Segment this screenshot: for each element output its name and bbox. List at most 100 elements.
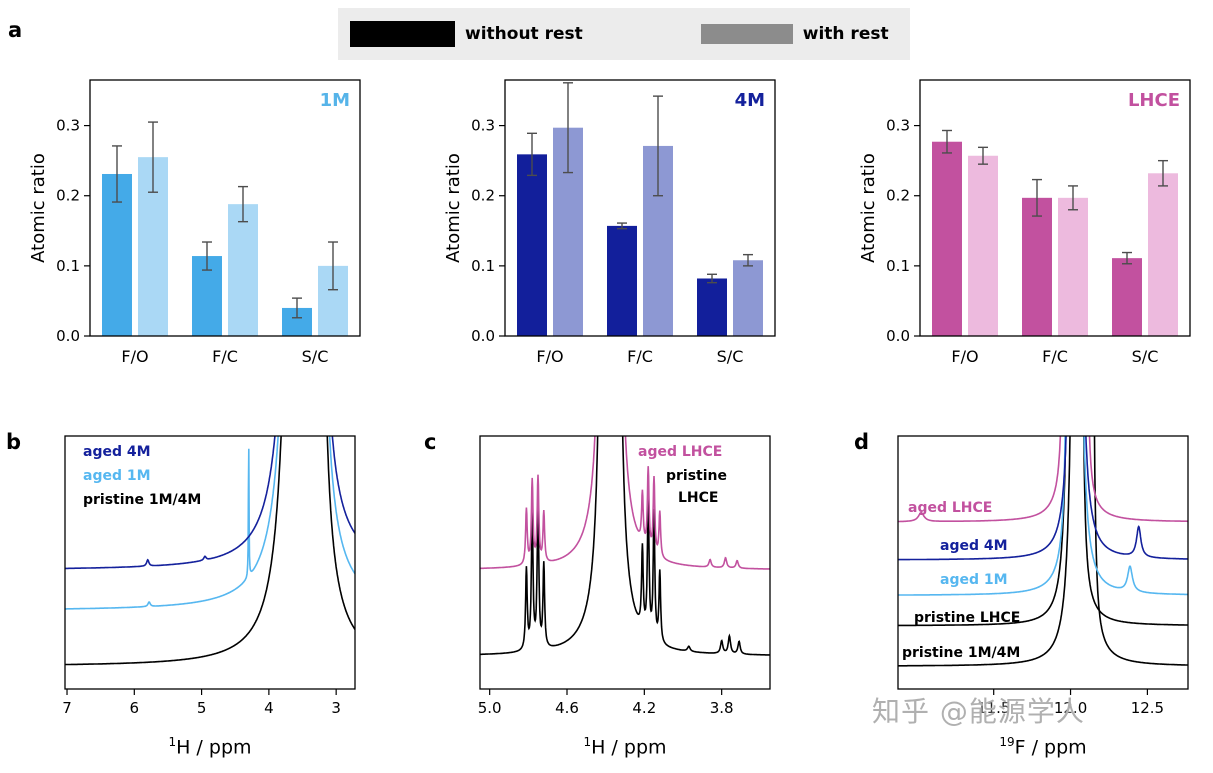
x-axis-label-d: 19F / ppm	[888, 735, 1198, 758]
plot-border	[89, 79, 361, 337]
nmr-trace-aged-LHCE	[898, 436, 1188, 523]
plot-border	[919, 79, 1191, 337]
y-axis-label: Atomic ratio	[28, 153, 49, 263]
bar-S-C-without-rest	[1112, 258, 1142, 336]
category-label: S/C	[1132, 347, 1159, 366]
plot-border	[897, 435, 1189, 690]
panel-label-d: d	[854, 430, 870, 454]
bar-F-C-with-rest	[228, 204, 258, 336]
bar-S-C-with-rest	[733, 260, 763, 336]
category-label: F/O	[536, 347, 563, 366]
trace-label-aged-1M: aged 1M	[940, 572, 1008, 588]
legend-swatch-with-rest	[700, 24, 793, 44]
x-tick-label: 7	[62, 699, 72, 717]
nmr-d-svg: 11.5 12.0 12.5	[897, 435, 1189, 717]
x-axis-label-b: 1H / ppm	[55, 735, 365, 758]
x-tick-label: 12.0	[1054, 699, 1087, 717]
category-label: F/C	[212, 347, 238, 366]
bar-chart-LHCE-svg: F/O F/C S/C 0.0 0.1 0.2 0.3 Atomic ratio LHCE	[858, 79, 1191, 366]
nucleus-superscript: 19	[999, 735, 1015, 749]
category-label: F/O	[951, 347, 978, 366]
trace-label-pristine-1M-4M: pristine 1M/4M	[83, 492, 202, 508]
bar-S-C-without-rest	[697, 278, 727, 336]
legend: without rest with rest	[338, 8, 910, 60]
bar-chart-1M: F/O F/C S/C 0.0 0.1 0.2 0.3 Atomic ratio 1M	[28, 70, 368, 374]
trace-group	[480, 436, 770, 656]
nmr-trace-aged-1M	[898, 436, 1188, 596]
x-tick-label: 12.5	[1131, 699, 1164, 717]
category-label: F/O	[121, 347, 148, 366]
x-axis-label-text: H / ppm	[591, 736, 667, 759]
bar-chart-LHCE: F/O F/C S/C 0.0 0.1 0.2 0.3 Atomic ratio LHCE	[858, 70, 1198, 374]
trace-label-aged-LHCE: aged LHCE	[638, 444, 723, 460]
plot-border	[479, 435, 771, 690]
category-label: F/C	[627, 347, 653, 366]
y-tick-label: 0.2	[56, 187, 80, 205]
trace-label-pristine-LHCE: pristine LHCE	[914, 610, 1021, 626]
nmr-c-svg: 5.0 4.6 4.2 3.8	[478, 435, 771, 717]
nmr-panel-d: 11.5 12.0 12.5 19F / ppm aged LHCE aged 4M a…	[888, 430, 1198, 758]
bar-F-O-with-rest	[968, 155, 998, 336]
x-tick-label: 6	[130, 699, 140, 717]
bar-F-C-without-rest	[607, 225, 637, 336]
trace-label-aged-1M: aged 1M	[83, 468, 151, 484]
nmr-trace-aged-1M	[65, 436, 355, 610]
y-tick-label: 0.3	[471, 117, 495, 135]
bar-F-O-without-rest	[932, 141, 962, 336]
plot-border	[64, 435, 356, 690]
nmr-trace-pristine-LHCE	[898, 436, 1188, 627]
chart-title: 1M	[320, 90, 350, 111]
x-tick-label: 5.0	[478, 699, 502, 717]
x-tick-label: 4.6	[555, 699, 579, 717]
nucleus-superscript: 1	[168, 735, 177, 749]
trace-label-aged-LHCE: aged LHCE	[908, 500, 993, 516]
trace-label-pristine-1M-4M: pristine 1M/4M	[902, 645, 1021, 661]
x-tick-label: 3.8	[710, 699, 734, 717]
nmr-trace-pristine-LHCE	[480, 436, 770, 656]
x-axis-label-text: H / ppm	[176, 736, 252, 759]
y-tick-label: 0.2	[471, 187, 495, 205]
y-tick-label: 0.0	[886, 327, 910, 345]
bar-F-O-without-rest	[517, 154, 547, 336]
y-tick-label: 0.3	[886, 117, 910, 135]
panel-label-b: b	[6, 430, 22, 454]
nmr-panel-c: 5.0 4.6 4.2 3.8 1H / ppm aged LHCE pristine L…	[470, 430, 780, 758]
y-tick-label: 0.0	[56, 327, 80, 345]
trace-group	[898, 436, 1188, 667]
nmr-trace-aged-4M	[65, 436, 355, 570]
watermark: 知乎 @能源学人	[872, 695, 1085, 728]
nmr-b-svg: 7 6 5 4 3	[62, 435, 356, 717]
bar-chart-1M-svg: F/O F/C S/C 0.0 0.1 0.2 0.3 Atomic ratio 1M	[28, 79, 361, 366]
category-label: F/C	[1042, 347, 1068, 366]
trace-label-pristine: pristine	[666, 468, 728, 484]
nmr-trace-aged-LHCE	[480, 436, 770, 570]
chart-title: LHCE	[1128, 90, 1180, 111]
y-tick-label: 0.2	[886, 187, 910, 205]
nmr-trace-aged-4M	[898, 436, 1188, 561]
trace-label-LHCE: LHCE	[678, 490, 719, 506]
legend-swatch-without-rest	[350, 21, 455, 47]
trace-label-aged-4M: aged 4M	[83, 444, 151, 460]
nucleus-superscript: 1	[583, 735, 592, 749]
bar-S-C-with-rest	[1148, 173, 1178, 336]
nmr-panel-b: 7 6 5 4 3 1H / ppm aged 4M aged 1M pristine 1M…	[55, 430, 365, 758]
x-tick-label: 3	[331, 699, 341, 717]
y-axis-label: Atomic ratio	[858, 153, 879, 263]
y-tick-label: 0.1	[471, 257, 495, 275]
panel-label-c: c	[424, 430, 437, 454]
nmr-trace-pristine-1M-4M	[898, 436, 1188, 667]
legend-label-with-rest: with rest	[802, 24, 889, 44]
y-tick-label: 0.1	[886, 257, 910, 275]
bar-F-C-without-rest	[1022, 197, 1052, 336]
panel-label-a: a	[8, 18, 23, 42]
y-tick-label: 0.0	[471, 327, 495, 345]
legend-label-without-rest: without rest	[465, 24, 583, 44]
chart-title: 4M	[735, 90, 765, 111]
x-tick-label: 4	[264, 699, 274, 717]
trace-group	[65, 436, 355, 666]
x-axis-label-text: F / ppm	[1014, 736, 1087, 759]
nmr-trace-pristine-1M-4M	[65, 436, 355, 666]
x-tick-label: 4.2	[632, 699, 656, 717]
category-label: S/C	[302, 347, 329, 366]
x-tick-label: 11.5	[977, 699, 1010, 717]
